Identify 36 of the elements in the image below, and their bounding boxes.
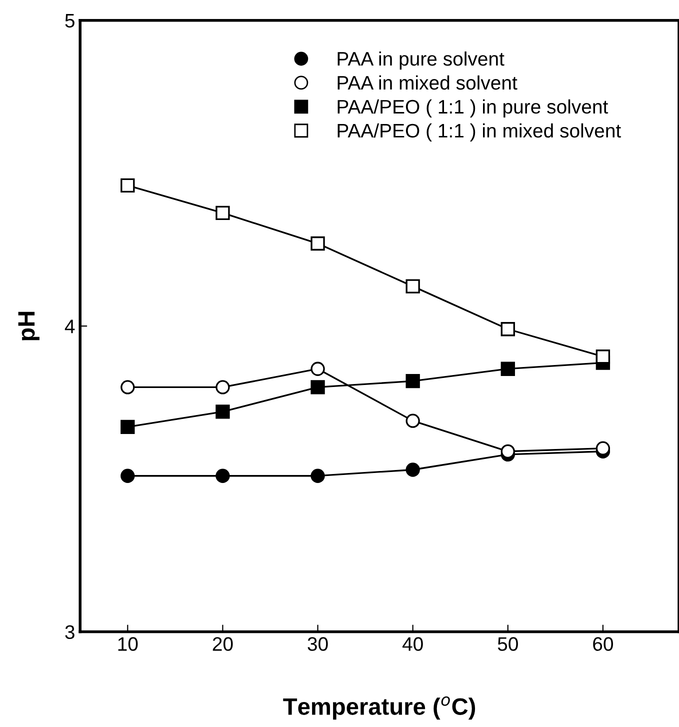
point — [406, 374, 420, 388]
point — [596, 350, 610, 364]
point — [216, 404, 230, 419]
point — [500, 444, 515, 458]
x-tick-label: 50 — [498, 637, 518, 651]
y-tick-label: 5 — [65, 14, 74, 28]
point — [500, 362, 515, 376]
point — [120, 380, 135, 394]
point — [310, 362, 325, 376]
point — [406, 279, 420, 294]
y-tick-label: 3 — [65, 625, 74, 639]
point — [120, 420, 135, 434]
x-tick-label: 60 — [593, 637, 614, 651]
y-tick-label: 4 — [64, 320, 75, 334]
point — [596, 441, 610, 456]
point — [310, 468, 325, 483]
y-axis-title: pH — [18, 312, 40, 340]
point — [406, 462, 420, 477]
legend-label: PAA/PEO ( 1:1 ) in mixed solvent — [338, 123, 621, 142]
x-tick-label: 30 — [308, 637, 328, 651]
point — [406, 414, 420, 428]
x-axis-title: Temperature ($^{o}$C) — [283, 696, 476, 720]
point — [500, 322, 515, 336]
point — [120, 178, 135, 193]
point — [310, 236, 325, 251]
legend-label: PAA in pure solvent — [338, 51, 504, 70]
x-tick-label: 10 — [118, 637, 138, 651]
legend-label: PAA in mixed solvent — [338, 75, 518, 90]
point — [310, 380, 325, 394]
point — [216, 206, 230, 220]
x-tick-label: 40 — [402, 637, 423, 651]
point — [120, 468, 135, 483]
x-tick-label: 20 — [212, 637, 233, 651]
point — [216, 380, 230, 394]
legend-label: PAA/PEO ( 1:1 ) in pure solvent — [338, 99, 608, 118]
point — [216, 468, 230, 483]
